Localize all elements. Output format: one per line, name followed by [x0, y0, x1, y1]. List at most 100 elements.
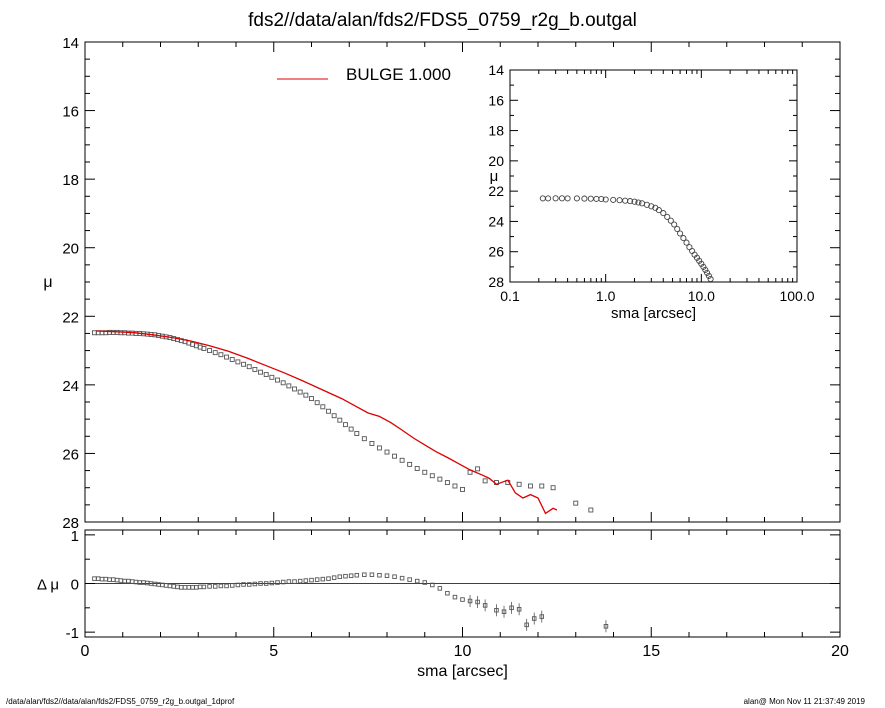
residual-data-point [516, 607, 522, 612]
residual-data-point [241, 582, 246, 587]
inset-data-point [677, 230, 684, 237]
inset-data-point [660, 210, 667, 217]
residual-data-point [445, 590, 450, 596]
legend-label: BULGE 1.000 [346, 65, 451, 84]
residual-data-point [212, 584, 218, 589]
inset-data-point [674, 225, 681, 233]
residual-data-point [95, 576, 101, 581]
residual-data-point [452, 594, 458, 600]
residual-data-point [501, 609, 507, 614]
residual-data-point [286, 579, 292, 584]
main-data-point [348, 426, 354, 432]
residual-data-point [229, 583, 235, 588]
inset-y-tick-label: 14 [488, 62, 504, 78]
main-data-point [303, 392, 309, 398]
residual-data-point [437, 586, 443, 591]
residual-data-point [467, 598, 473, 604]
main-data-point [460, 486, 465, 492]
residual-data-point [207, 584, 212, 589]
inset-data-point [648, 203, 655, 210]
residual-data-point [179, 585, 184, 590]
inset-data-point [545, 195, 552, 202]
residual-data-point [92, 576, 97, 581]
inset-y-tick-label: 22 [488, 183, 504, 199]
inset-data-point [581, 195, 588, 202]
inset-data-point [602, 196, 609, 203]
main-data-point [452, 483, 458, 489]
residual-data-point [369, 572, 375, 577]
residual-data-point [354, 572, 360, 578]
inset-data-point [667, 217, 674, 224]
residual-data-point [152, 581, 158, 587]
main-data-point [235, 359, 241, 365]
residual-x-tick-label: 15 [642, 643, 660, 660]
residual-data-point [384, 573, 390, 578]
inset-data-point [683, 239, 690, 246]
main-data-point [444, 480, 450, 486]
main-data-point [212, 350, 218, 356]
main-data-point [246, 364, 252, 370]
residual-data-point [326, 576, 331, 581]
residual-data-point [218, 583, 224, 589]
residual-data-point [309, 577, 314, 583]
inset-data-point [705, 272, 712, 279]
residual-y-tick-label: 0 [71, 577, 79, 594]
main-data-point [475, 466, 481, 472]
inset-data-point [702, 266, 709, 273]
residual-data-point [377, 572, 382, 578]
main-data-point [516, 481, 522, 487]
main-data-point [258, 369, 263, 375]
residual-data-point [275, 580, 280, 585]
residual-data-point [235, 582, 241, 588]
residual-data-point [460, 597, 465, 602]
main-data-point [588, 507, 594, 513]
inset-data-point [552, 195, 559, 202]
residual-y-tick-label: -1 [66, 625, 79, 642]
residual-data-point [145, 580, 150, 586]
residual-data-point [392, 574, 397, 579]
residual-data-point [171, 584, 176, 589]
main-data-point [292, 386, 297, 392]
inset-data-point [627, 198, 634, 205]
residual-data-point [129, 579, 135, 584]
main-data-point [482, 478, 488, 484]
main-data-point [320, 404, 326, 410]
main-data-point [331, 413, 337, 419]
residual-data-point [320, 576, 326, 582]
residual-data-point [314, 577, 320, 582]
residual-data-point [103, 576, 109, 582]
residual-data-point [509, 605, 514, 611]
inset-data-point [564, 195, 571, 202]
residual-data-point [252, 581, 258, 587]
main-data-point [437, 476, 443, 482]
residual-data-point [343, 573, 348, 579]
inset-data-point [610, 196, 617, 203]
inset-data-point [671, 221, 678, 228]
residual-data-point [246, 582, 252, 587]
residual-data-point [118, 578, 124, 583]
main-data-point [286, 383, 292, 389]
main-data-point [377, 445, 382, 451]
residual-data-point [482, 603, 488, 608]
residual-data-point [111, 577, 116, 582]
residual-data-point [422, 580, 428, 585]
footer-timestamp: alan@ Mon Nov 11 21:37:49 2019 [743, 697, 865, 706]
main-data-point [241, 361, 247, 367]
inset-data-point [707, 275, 714, 283]
main-y-tick-label: 14 [62, 35, 79, 52]
inset-data-point [698, 260, 705, 267]
main-data-point [207, 348, 213, 354]
residual-data-point [201, 584, 207, 590]
residual-data-point [163, 583, 169, 588]
residual-data-point [414, 578, 420, 584]
inset-data-point [664, 213, 671, 220]
residual-data-point [126, 578, 131, 584]
main-data-point [392, 453, 397, 459]
chart-title: fds2//data/alan/fds2/FDS5_0759_r2g_b.out… [248, 10, 637, 31]
main-data-point [263, 372, 269, 378]
residual-x-tick-label: 10 [454, 643, 472, 660]
residual-data-point [475, 599, 480, 605]
residual-data-point [263, 581, 269, 586]
residual-x-tick-label: 0 [81, 643, 90, 660]
